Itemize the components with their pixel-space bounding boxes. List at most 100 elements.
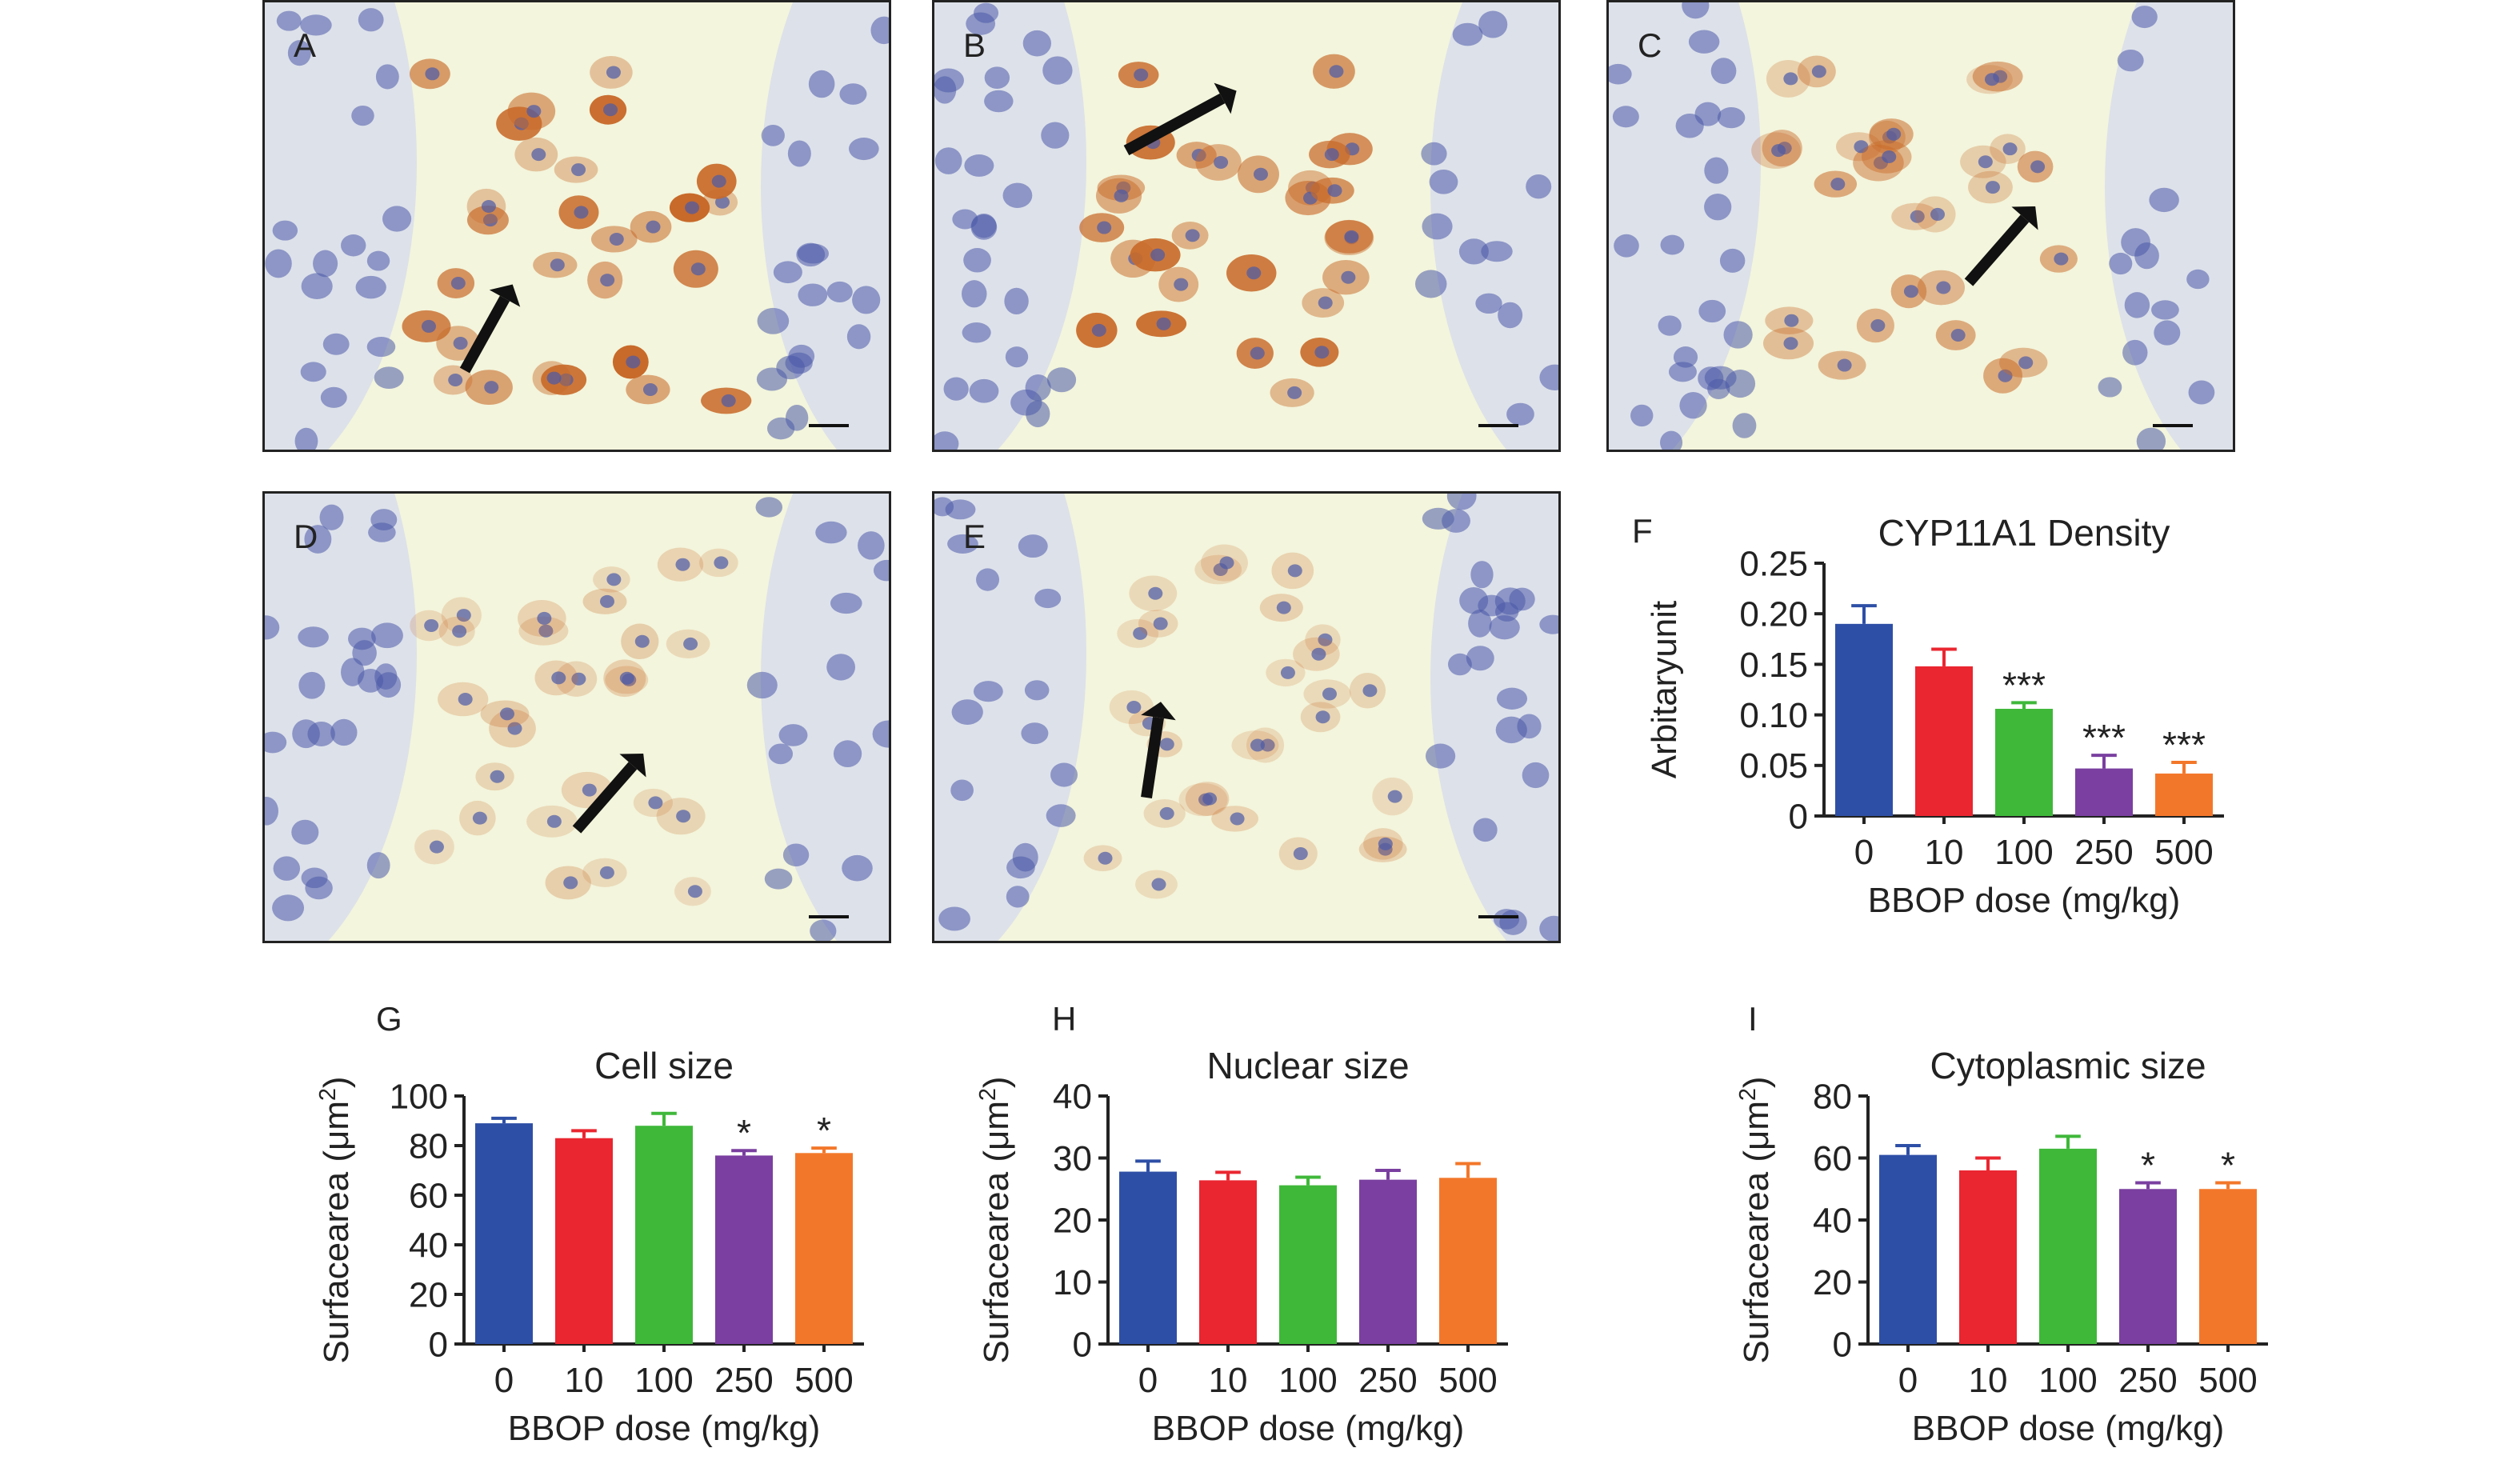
y-axis-label: Surfacearea (μm2) [975, 1076, 1016, 1363]
nucleus [2136, 427, 2166, 450]
nucleus [1034, 588, 1062, 609]
nucleus [1698, 299, 1726, 323]
nucleus [1006, 886, 1030, 908]
nucleus [826, 654, 856, 681]
nucleus [313, 250, 338, 278]
nucleus [676, 810, 691, 823]
nucleus [872, 720, 889, 748]
x-axis-label: BBOP dose (mg/kg) [1152, 1409, 1464, 1448]
nucleus [1202, 792, 1218, 806]
nucleus [1870, 318, 1886, 332]
nucleus [873, 559, 889, 582]
nucleus [265, 615, 280, 640]
nucleus [1327, 184, 1342, 198]
nucleus [962, 280, 987, 308]
nucleus [341, 234, 366, 257]
panel-label-h: H [1052, 1000, 1077, 1038]
nucleus [945, 499, 976, 520]
nucleus [973, 681, 1003, 702]
y-tick-label: 0 [1833, 1325, 1852, 1364]
nucleus [1126, 701, 1142, 714]
nucleus [298, 671, 326, 699]
nucleus [755, 497, 783, 518]
panel-label-g: G [376, 1000, 402, 1038]
nucleus [1315, 710, 1330, 724]
nucleus [934, 431, 959, 450]
x-tick-label: 0 [494, 1361, 514, 1400]
nucleus [429, 840, 444, 854]
nucleus [1936, 281, 1951, 294]
nucleus [1344, 230, 1359, 243]
nucleus [1253, 167, 1268, 181]
nucleus [1097, 221, 1112, 234]
nucleus [382, 206, 412, 232]
nucleus [376, 672, 402, 698]
nucleus [276, 10, 302, 31]
nucleus [839, 83, 867, 105]
bar [2155, 773, 2213, 816]
nucleus [600, 274, 615, 287]
nucleus [1387, 790, 1402, 803]
y-tick-label: 0 [1789, 797, 1808, 836]
nucleus [1314, 346, 1330, 359]
nucleus [294, 427, 318, 450]
nucleus [826, 281, 853, 302]
nucleus [1114, 189, 1129, 202]
y-axis-label: Arbitaryunit [1645, 601, 1684, 779]
nucleus [304, 525, 332, 554]
nucleus [375, 64, 399, 90]
nucleus [1191, 149, 1206, 162]
y-tick-label: 0.10 [1739, 696, 1808, 735]
nucleus [1041, 122, 1070, 149]
nucleus [1719, 248, 1746, 273]
nucleus [757, 307, 790, 334]
nucleus [642, 382, 658, 396]
nucleus [1042, 56, 1073, 85]
nucleus [2002, 142, 2018, 156]
x-tick-label: 0 [1854, 833, 1874, 872]
nucleus [582, 783, 597, 797]
nucleus [1046, 367, 1077, 393]
bar [1119, 1171, 1177, 1344]
nucleus [797, 243, 830, 264]
nucleus [1886, 127, 1902, 141]
nucleus [1950, 329, 1966, 342]
nucleus [574, 206, 589, 219]
x-tick-label: 500 [794, 1361, 853, 1400]
y-tick-label: 0.25 [1739, 544, 1808, 583]
nucleus [1470, 561, 1494, 589]
bar [1359, 1179, 1417, 1344]
nucleus [1133, 626, 1148, 640]
nucleus [472, 811, 487, 825]
nucleus [300, 362, 326, 382]
nucleus [1324, 148, 1339, 162]
nucleus [1050, 762, 1078, 787]
nucleus [1612, 106, 1639, 128]
nucleus [721, 394, 736, 407]
nucleus [358, 8, 384, 32]
nucleus [1704, 366, 1737, 390]
y-tick-label: 20 [1053, 1201, 1092, 1240]
nucleus [558, 373, 574, 386]
significance-marker: *** [2002, 664, 2046, 706]
nucleus [425, 67, 440, 81]
x-tick-label: 10 [1209, 1361, 1248, 1400]
nucleus [1091, 323, 1106, 337]
nucleus [424, 618, 439, 632]
nucleus [1539, 915, 1558, 941]
nucleus [2018, 356, 2034, 370]
nucleus [1660, 234, 1685, 255]
chart-title: Cytoplasmic size [1930, 1045, 2206, 1086]
nucleus [1446, 494, 1477, 510]
nucleus [366, 852, 390, 879]
nucleus [370, 509, 398, 531]
nucleus [341, 658, 365, 686]
x-tick-label: 10 [565, 1361, 604, 1400]
nucleus [1021, 722, 1049, 745]
nucleus [1414, 270, 1447, 298]
nucleus [1475, 293, 1502, 314]
nucleus [1250, 738, 1265, 752]
y-tick-label: 80 [409, 1126, 448, 1166]
nucleus [1830, 178, 1846, 191]
nucleus [355, 275, 386, 299]
